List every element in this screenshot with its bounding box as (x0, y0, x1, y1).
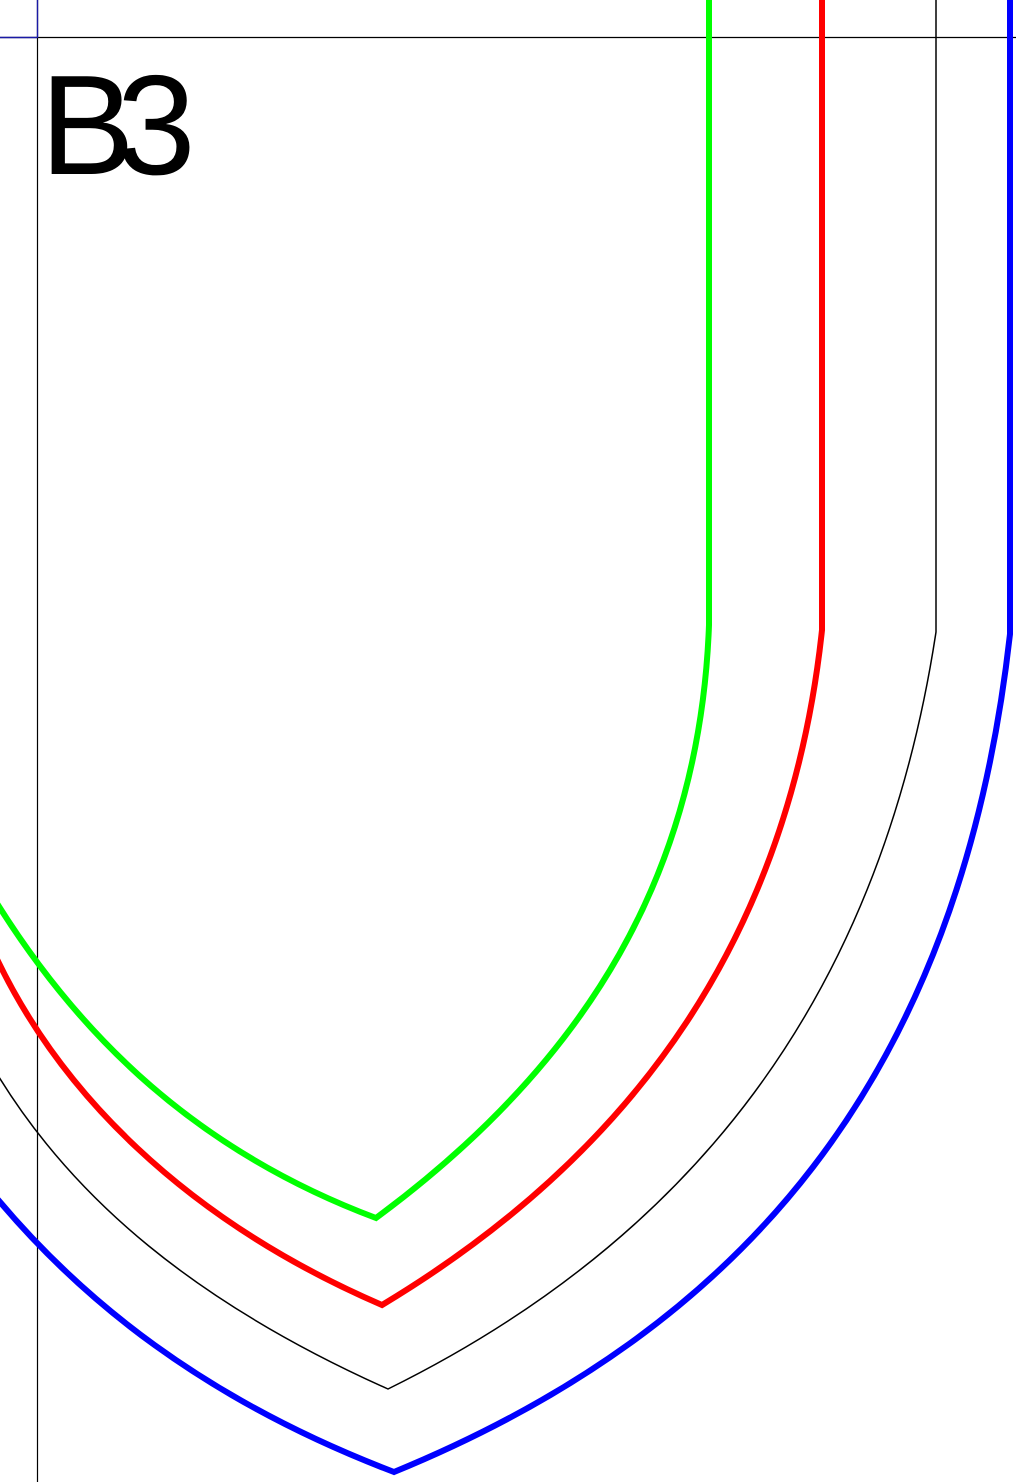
template-label: B3 (40, 46, 190, 205)
outline-cut-line-black (0, 0, 937, 1390)
outline-inner-green (0, 0, 712, 1222)
outline-middle-red (0, 0, 825, 1309)
